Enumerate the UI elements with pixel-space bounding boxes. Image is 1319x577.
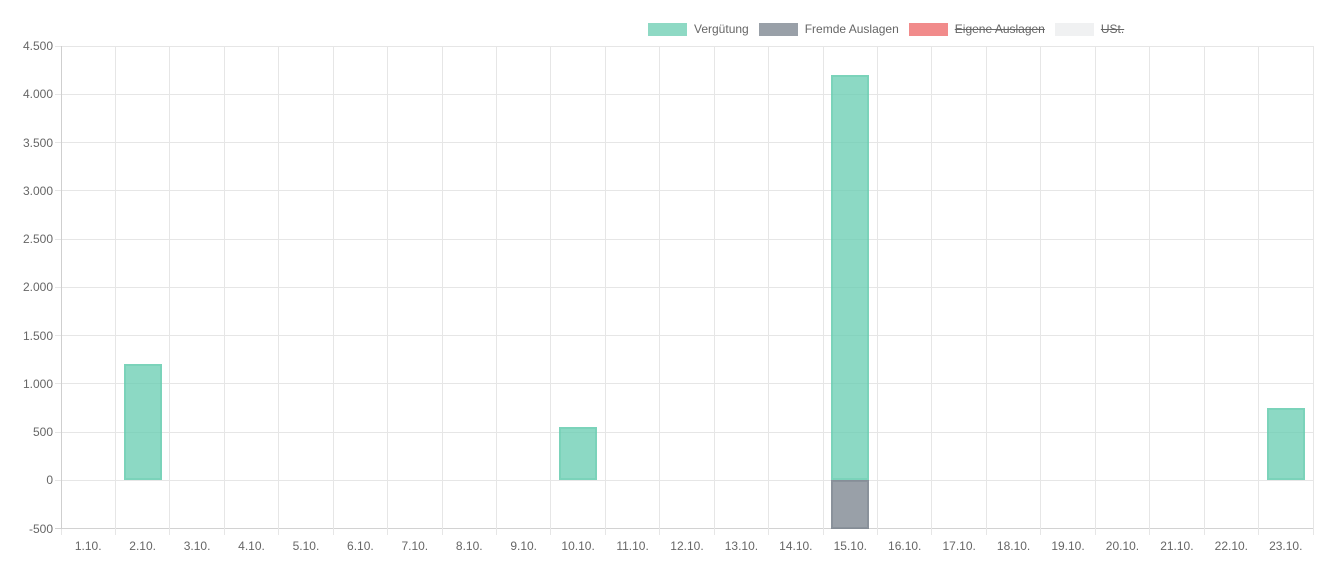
- gridline-x-16: [931, 46, 933, 535]
- gridline-y-1500: [55, 335, 1313, 336]
- legend-label-verguetung: Vergütung: [694, 22, 749, 36]
- x-tick-label: 13.10.: [724, 539, 759, 553]
- legend-swatch-fremde-auslagen: [758, 23, 798, 36]
- x-tick-label: 1.10.: [74, 539, 102, 553]
- gridline-y--500: [55, 528, 1313, 529]
- x-tick-label: 6.10.: [347, 539, 374, 553]
- x-tick-label: 21.10.: [1160, 539, 1194, 553]
- legend-swatch-eigene-auslagen: [908, 23, 948, 36]
- y-tick-label: 3.000: [22, 183, 53, 198]
- gridline-x-5: [332, 46, 334, 535]
- gridline-x-1: [114, 46, 116, 535]
- y-axis-line: [61, 46, 62, 529]
- gridline-x-3: [223, 46, 225, 535]
- gridline-y-2500: [55, 238, 1313, 240]
- gridline-x-7: [441, 46, 443, 535]
- gridline-x-10: [604, 46, 606, 535]
- gridline-x-23: [1312, 46, 1314, 535]
- legend-item-verguetung[interactable]: Vergütung: [648, 22, 749, 37]
- gridline-y-0: [55, 479, 1313, 481]
- x-tick-label: 16.10.: [888, 539, 922, 553]
- x-tick-label: 22.10.: [1214, 539, 1249, 553]
- y-tick-label: 3.500: [22, 135, 53, 150]
- x-tick-label: 10.10.: [561, 539, 595, 553]
- y-tick-label: 500: [32, 425, 53, 439]
- gridline-y-4500: [55, 45, 1313, 47]
- gridline-y-500: [55, 431, 1313, 433]
- legend-item-eigene-auslagen[interactable]: Eigene Auslagen: [908, 22, 1045, 37]
- x-tick-label: 19.10.: [1051, 539, 1085, 553]
- x-tick-label: 11.10.: [616, 539, 649, 553]
- gridline-x-21: [1203, 46, 1205, 535]
- gridline-y-4000: [55, 93, 1313, 95]
- gridline-x-11: [659, 46, 661, 535]
- y-tick-label: 1.000: [22, 376, 53, 391]
- x-tick-label: 4.10.: [238, 539, 265, 553]
- x-tick-label: 15.10.: [833, 539, 867, 553]
- legend-label-eigene-auslagen: Eigene Auslagen: [954, 22, 1045, 36]
- bar-verguetung-2-10[interactable]: [123, 364, 162, 481]
- bar-fremde-auslagen-15-10[interactable]: [831, 480, 870, 529]
- y-tick-label: 1.500: [22, 328, 53, 343]
- x-tick-label: 5.10.: [292, 539, 320, 553]
- gridline-x-15: [877, 46, 879, 535]
- x-tick-label: 20.10.: [1105, 539, 1140, 553]
- gridline-x-4: [278, 46, 280, 535]
- x-tick-label: 14.10.: [779, 539, 813, 553]
- gridline-y-1000: [55, 383, 1313, 385]
- gridline-x-8: [495, 46, 497, 535]
- gridline-x-9: [550, 46, 552, 535]
- x-tick-label: 8.10.: [455, 539, 483, 553]
- gridline-x-2: [169, 46, 171, 535]
- legend-swatch-ust: [1054, 23, 1094, 36]
- gridline-x-14: [822, 46, 824, 535]
- bar-verguetung-15-10[interactable]: [831, 74, 870, 481]
- gridline-x-17: [985, 46, 987, 535]
- x-tick-label: 2.10.: [129, 539, 156, 553]
- x-tick-label: 3.10.: [183, 539, 211, 553]
- gridline-x-22: [1258, 46, 1260, 535]
- x-tick-label: 9.10.: [510, 539, 538, 553]
- gridline-y-3000: [55, 190, 1313, 192]
- x-tick-label: 18.10.: [996, 539, 1031, 553]
- legend-swatch-verguetung: [648, 23, 687, 36]
- y-tick-label: 2.500: [22, 232, 53, 246]
- gridline-y-2000: [55, 286, 1313, 288]
- legend-item-ust[interactable]: USt.: [1054, 22, 1125, 37]
- bar-verguetung-10-10[interactable]: [559, 427, 598, 481]
- chart-legend: Vergütung Fremde Auslagen Eigene Auslagen U…: [648, 22, 1124, 37]
- gridline-x-6: [387, 46, 389, 535]
- legend-label-fremde-auslagen: Fremde Auslagen: [804, 22, 899, 36]
- bar-verguetung-23-10[interactable]: [1266, 407, 1305, 481]
- legend-item-fremde-auslagen[interactable]: Fremde Auslagen: [758, 22, 899, 37]
- gridline-x-13: [768, 46, 770, 535]
- gridline-y-3500: [55, 142, 1313, 143]
- y-tick-label: 2.000: [22, 280, 53, 295]
- y-tick-label: 4.500: [22, 39, 53, 53]
- x-tick-label: 23.10.: [1269, 539, 1303, 553]
- y-tick-label: 0: [46, 473, 53, 488]
- gridline-x-12: [713, 46, 715, 535]
- y-tick-label: -500: [28, 521, 53, 536]
- gridline-x-20: [1149, 46, 1151, 535]
- x-tick-label: 12.10.: [670, 539, 704, 553]
- y-tick-label: 4.000: [22, 87, 53, 102]
- x-tick-label: 17.10.: [942, 539, 976, 553]
- gridline-x-19: [1094, 46, 1096, 535]
- x-tick-label: 7.10.: [401, 539, 429, 553]
- legend-label-ust: USt.: [1100, 22, 1125, 36]
- gridline-x-18: [1040, 46, 1042, 535]
